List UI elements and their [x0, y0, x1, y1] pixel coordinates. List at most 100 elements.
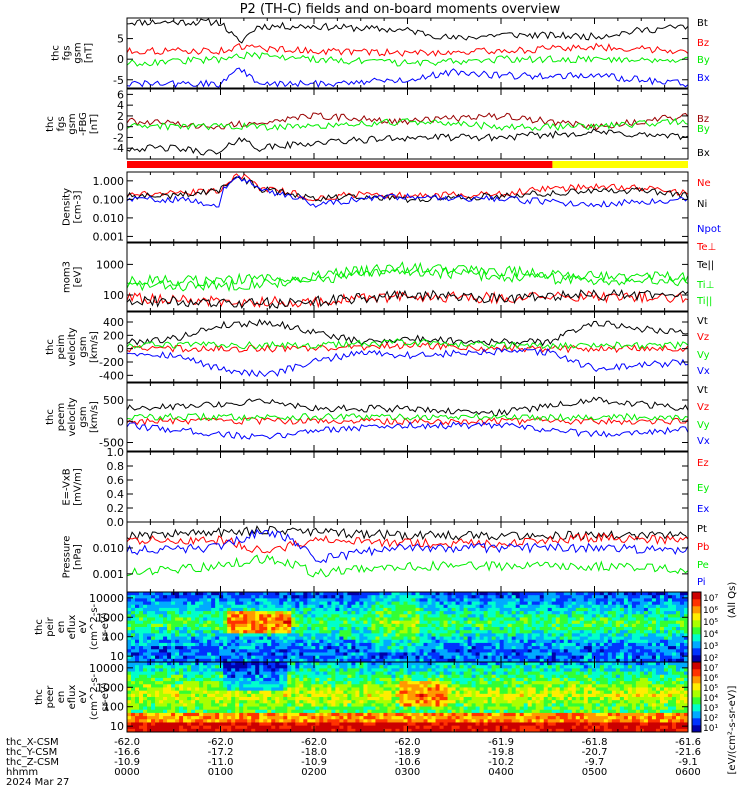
heatmap-cell	[151, 693, 156, 698]
heatmap-cell	[127, 703, 132, 707]
heatmap-cell	[607, 617, 613, 622]
heatmap-cell	[331, 598, 336, 602]
heatmap-cell	[603, 649, 609, 653]
heatmap-cell	[535, 611, 541, 615]
heatmap-cell	[567, 614, 573, 618]
heatmap-cell	[471, 614, 477, 618]
heatmap-cell	[363, 617, 368, 622]
heatmap-cell	[127, 658, 132, 663]
heatmap-cell	[187, 658, 192, 663]
heatmap-cell	[351, 636, 356, 641]
heatmap-cell	[211, 716, 216, 720]
heatmap-cell	[527, 655, 533, 660]
heatmap-cell	[207, 725, 212, 730]
heatmap-cell	[263, 712, 268, 717]
y-axis-label: thc	[34, 619, 45, 635]
heatmap-cell	[327, 665, 332, 669]
heatmap-cell	[387, 601, 392, 606]
heatmap-cell	[403, 630, 408, 634]
heatmap-cell	[627, 639, 633, 644]
heatmap-cell	[335, 706, 340, 711]
heatmap-cell	[595, 655, 601, 660]
heatmap-cell	[227, 592, 232, 596]
y-tick-label: 0.010	[93, 212, 125, 225]
heatmap-cell	[139, 646, 144, 650]
heatmap-cell	[351, 684, 356, 688]
heatmap-cell	[539, 595, 545, 599]
heatmap-cell	[195, 674, 200, 679]
heatmap-cell	[607, 627, 613, 631]
heatmap-cell	[331, 646, 336, 650]
heatmap-cell	[455, 611, 460, 615]
colorbar-swatch	[692, 655, 701, 663]
heatmap-cell	[483, 607, 489, 612]
heatmap-cell	[319, 614, 324, 618]
heatmap-cell	[247, 668, 252, 672]
heatmap-cell	[191, 719, 196, 723]
heatmap-cell	[339, 642, 344, 647]
heatmap-cell	[263, 633, 268, 637]
heatmap-cell	[495, 655, 501, 660]
heatmap-cell	[619, 652, 625, 657]
heatmap-cell	[183, 614, 188, 618]
y-tick-label: 0	[117, 53, 124, 66]
heatmap-cell	[311, 646, 316, 650]
heatmap-cell	[431, 620, 436, 625]
heatmap-cell	[323, 684, 328, 688]
heatmap-cell	[391, 604, 396, 609]
heatmap-cell	[307, 614, 312, 618]
heatmap-cell	[539, 639, 545, 644]
heatmap-cell	[187, 690, 192, 695]
heatmap-cell	[355, 607, 360, 612]
heatmap-cell	[435, 604, 440, 609]
heatmap-cell	[391, 627, 396, 631]
heatmap-cell	[287, 706, 292, 711]
heatmap-cell	[187, 639, 192, 644]
heatmap-cell	[295, 693, 300, 698]
heatmap-cell	[143, 665, 148, 669]
heatmap-cell	[395, 592, 400, 596]
heatmap-cell	[663, 607, 669, 612]
heatmap-cell	[431, 607, 436, 612]
heatmap-cell	[163, 728, 168, 733]
heatmap-cell	[299, 684, 304, 688]
heatmap-cell	[443, 617, 448, 622]
heatmap-cell	[383, 646, 388, 650]
heatmap-cell	[231, 614, 236, 618]
heatmap-cell	[247, 684, 252, 688]
heatmap-cell	[627, 646, 633, 650]
heatmap-cell	[595, 658, 601, 663]
heatmap-cell	[467, 592, 473, 596]
heatmap-cell	[407, 617, 412, 622]
heatmap-cell	[279, 623, 284, 628]
heatmap-cell	[295, 617, 300, 622]
heatmap-cell	[251, 684, 256, 688]
heatmap-cell	[167, 706, 172, 711]
heatmap-cell	[295, 722, 300, 727]
heatmap-cell	[283, 620, 288, 625]
heatmap-cell	[567, 607, 573, 612]
heatmap-cell	[163, 620, 168, 625]
heatmap-cell	[343, 716, 348, 720]
heatmap-cell	[287, 668, 292, 672]
heatmap-cell	[223, 620, 228, 625]
heatmap-cell	[587, 627, 593, 631]
heatmap-cell	[207, 716, 212, 720]
heatmap-cell	[243, 687, 248, 692]
heatmap-cell	[263, 607, 268, 612]
heatmap-cell	[139, 719, 144, 723]
heatmap-cell	[227, 668, 232, 672]
heatmap-cell	[387, 614, 392, 618]
heatmap-cell	[371, 658, 376, 663]
heatmap-cell	[251, 674, 256, 679]
heatmap-cell	[147, 604, 152, 609]
heatmap-cell	[131, 623, 136, 628]
heatmap-cell	[199, 674, 204, 679]
heatmap-cell	[207, 642, 212, 647]
heatmap-cell	[683, 604, 689, 609]
heatmap-cell	[419, 604, 424, 609]
heatmap-cell	[207, 636, 212, 641]
heatmap-cell	[575, 646, 581, 650]
heatmap-cell	[487, 601, 493, 606]
heatmap-cell	[567, 649, 573, 653]
